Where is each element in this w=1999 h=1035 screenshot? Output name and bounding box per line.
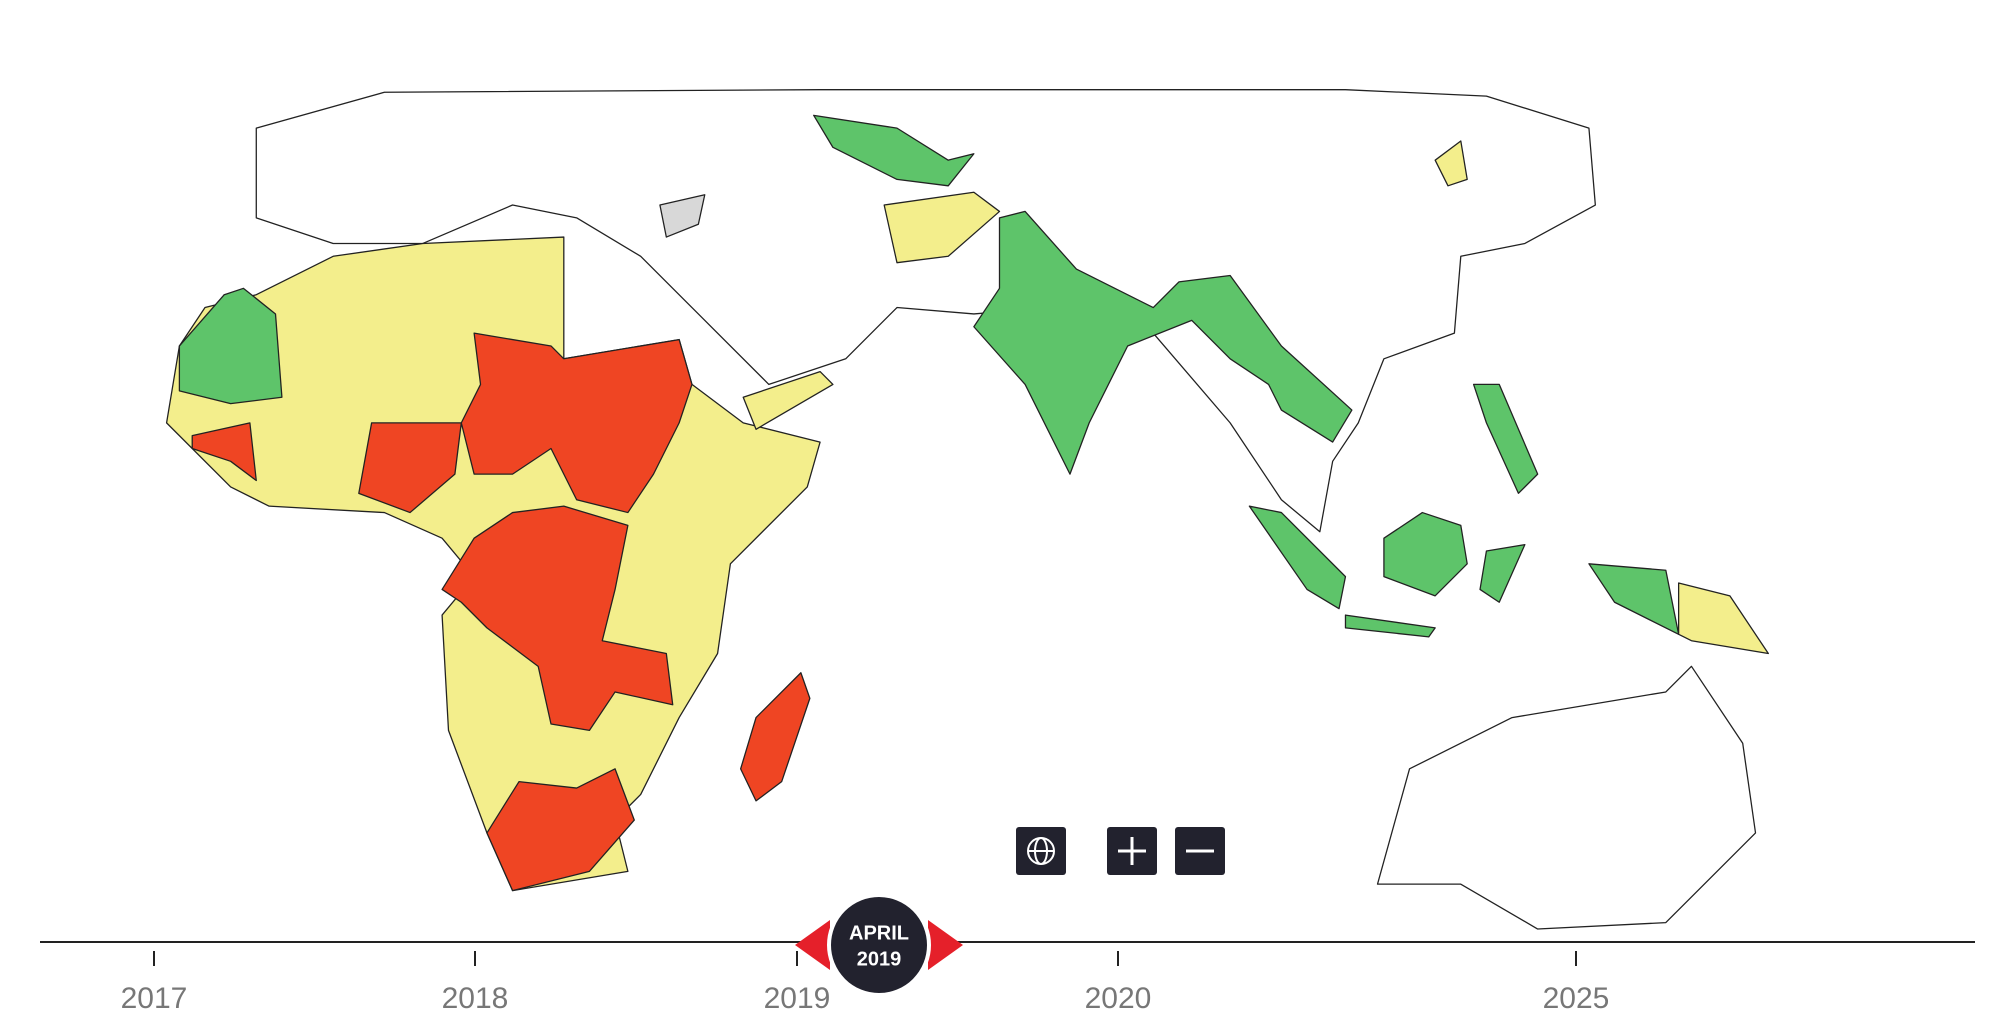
papua bbox=[1588, 563, 1680, 635]
north-korea bbox=[1434, 140, 1468, 187]
marker-circle[interactable] bbox=[827, 893, 931, 997]
madagascar bbox=[740, 672, 811, 802]
zoom-out-button[interactable] bbox=[1175, 827, 1225, 875]
timeline-label: 2017 bbox=[121, 982, 188, 1015]
region-gray bbox=[659, 194, 706, 238]
timeline-label: 2020 bbox=[1085, 982, 1152, 1015]
zoom-in-button[interactable] bbox=[1107, 827, 1157, 875]
guinea bbox=[191, 422, 257, 482]
papua-new-guinea bbox=[1677, 582, 1769, 655]
marker-arrow-left[interactable] bbox=[795, 920, 830, 970]
marker-month: APRIL bbox=[849, 922, 909, 944]
timeline-label: 2019 bbox=[764, 982, 831, 1015]
uzbekistan bbox=[813, 114, 975, 187]
plus-icon bbox=[1118, 837, 1146, 865]
borneo bbox=[1383, 511, 1468, 597]
chad-sudan bbox=[460, 332, 693, 514]
sulawesi bbox=[1479, 543, 1526, 603]
map bbox=[165, 89, 1769, 930]
globe-button[interactable] bbox=[1016, 827, 1066, 875]
eurasia-outline bbox=[255, 89, 1596, 533]
nigeria bbox=[358, 422, 462, 514]
marker-year: 2019 bbox=[857, 948, 902, 970]
timeline-ticks: 2017 2018 2019 2020 2025 bbox=[121, 951, 1610, 1015]
south-africa bbox=[486, 768, 635, 892]
mauritania bbox=[178, 287, 283, 405]
australia-outline bbox=[1376, 665, 1757, 930]
south-asia bbox=[973, 210, 1353, 475]
marker-arrow-right[interactable] bbox=[928, 920, 963, 970]
sumatra bbox=[1248, 505, 1347, 610]
timeline-marker[interactable]: APRIL 2019 bbox=[795, 893, 963, 997]
timeline-label: 2018 bbox=[442, 982, 509, 1015]
java bbox=[1344, 614, 1436, 638]
central-africa bbox=[441, 505, 674, 732]
afghanistan bbox=[883, 191, 1001, 264]
philippines bbox=[1472, 383, 1539, 494]
yemen bbox=[742, 370, 834, 430]
timeline-label: 2025 bbox=[1543, 982, 1610, 1015]
